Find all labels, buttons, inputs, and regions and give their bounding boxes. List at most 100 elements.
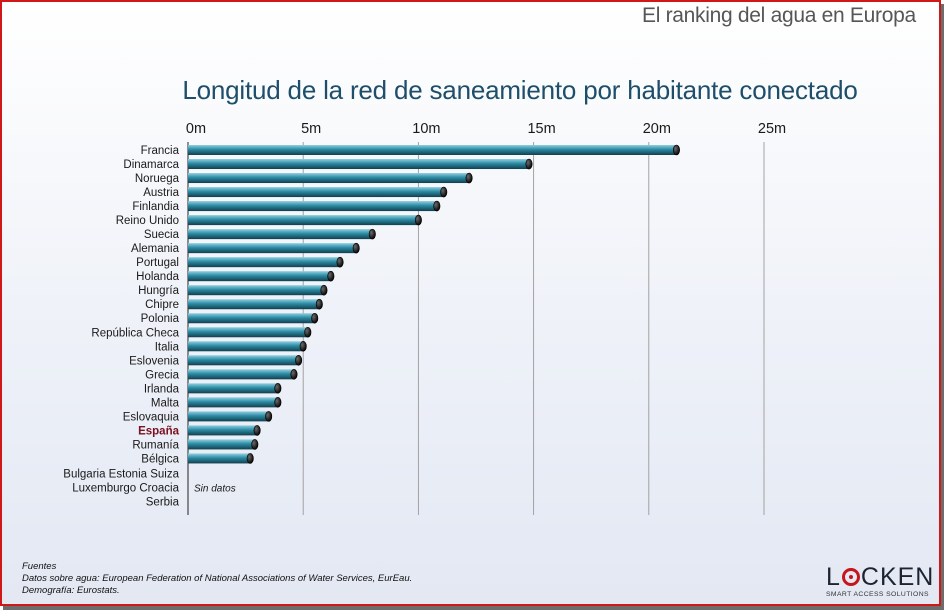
category-label: Francia — [141, 145, 180, 157]
bar-cap — [274, 397, 282, 408]
bar-cap — [295, 354, 303, 366]
bar-body — [188, 355, 299, 366]
category-label: Eslovenia — [129, 355, 179, 367]
bar — [188, 326, 312, 338]
bar-body — [188, 201, 437, 212]
bar-cap — [265, 411, 273, 422]
bar — [188, 383, 282, 394]
bar-body — [188, 411, 269, 422]
category-label: Alemania — [131, 243, 180, 255]
sources-heading: Fuentes — [22, 561, 57, 572]
banner-title: El ranking del agua en Europa — [642, 4, 916, 27]
x-axis-ticks: 0m 5m 10m 15m 20m 25m — [186, 121, 786, 137]
logo-tagline: SMART ACCESS SOLUTIONS — [826, 591, 929, 598]
sources-demography: Demografía: Eurostats. — [22, 585, 120, 596]
x-tick-label: 10m — [412, 121, 440, 137]
bar-cap — [246, 453, 254, 464]
bar-body — [188, 397, 278, 408]
bar — [188, 214, 422, 226]
bar — [188, 172, 473, 184]
bar-cap — [414, 214, 422, 226]
x-tick-label: 20m — [643, 121, 671, 137]
bar — [188, 369, 298, 380]
bar-cap — [251, 439, 259, 450]
no-data-country-label: Bulgaria Estonia Suiza — [63, 468, 179, 480]
bar-body — [188, 271, 331, 282]
bar-body — [188, 299, 320, 310]
category-label: República Checa — [91, 327, 179, 339]
bar-cap — [299, 340, 307, 352]
bar-cap — [465, 172, 473, 184]
logo-letters-cken: CKEN — [860, 563, 935, 591]
category-labels: Francia Dinamarca Noruega Austria Finlandia R… — [91, 145, 179, 465]
bar-body — [188, 313, 315, 324]
x-tick-label: 5m — [301, 121, 321, 137]
x-tick-label: 0m — [186, 121, 206, 137]
bar-cap — [274, 383, 282, 394]
sources-water: Datos sobre agua: European Federation of… — [22, 573, 413, 584]
bar-body — [188, 159, 529, 170]
category-label: Malta — [151, 397, 180, 409]
no-data-country-label: Luxemburgo Croacia — [72, 482, 179, 494]
no-data-note: Sin datos — [194, 483, 236, 494]
bar-cap — [315, 298, 323, 310]
category-label: Noruega — [135, 173, 180, 185]
bar — [188, 312, 319, 324]
bar-cap — [311, 312, 319, 324]
bar — [188, 397, 282, 408]
bar-body — [188, 369, 294, 380]
no-data-group: Bulgaria Estonia Suiza Luxemburgo Croacia… — [63, 468, 235, 508]
bar-body — [188, 173, 470, 184]
bar-cap — [320, 284, 328, 296]
bar — [188, 200, 441, 212]
bar-body — [188, 215, 419, 226]
bar-body — [188, 453, 251, 464]
category-label: Chipre — [145, 299, 179, 311]
category-label: Grecia — [145, 369, 179, 381]
bar — [188, 411, 273, 422]
bar-body — [188, 439, 255, 450]
bar-cap — [368, 228, 376, 240]
bar-body — [188, 383, 278, 394]
category-label: Italia — [155, 341, 180, 353]
category-label: Hungría — [138, 285, 180, 297]
x-tick-label: 25m — [758, 121, 786, 137]
bar-cap — [327, 270, 335, 282]
bar — [188, 439, 259, 450]
bar — [188, 158, 533, 170]
bar — [188, 186, 448, 198]
bar-body — [188, 243, 357, 254]
category-label: Suecia — [144, 229, 180, 241]
category-label: Portugal — [136, 257, 179, 269]
bar — [188, 242, 360, 254]
bar-cap — [433, 200, 441, 212]
category-label: Holanda — [136, 271, 179, 283]
bar-body — [188, 285, 324, 296]
bar-body — [188, 257, 341, 268]
no-data-country-label: Serbia — [146, 496, 180, 508]
bar — [188, 270, 335, 282]
bar — [188, 340, 307, 352]
bar-cap — [440, 186, 448, 198]
bar — [188, 354, 303, 366]
bar-cap — [304, 326, 312, 338]
sources-note: Fuentes Datos sobre agua: European Feder… — [22, 561, 412, 597]
bars — [188, 144, 680, 464]
bar-cap — [290, 369, 298, 380]
bar — [188, 144, 680, 156]
bar — [188, 298, 323, 310]
locken-logo: L CKEN SMART ACCESS SOLUTIONS — [826, 563, 936, 599]
bar-body — [188, 187, 444, 198]
bar — [188, 284, 328, 296]
category-label: España — [138, 425, 180, 437]
category-label: Bélgica — [141, 453, 179, 465]
bar — [188, 453, 254, 464]
category-label: Austria — [143, 187, 179, 199]
x-tick-label: 15m — [527, 121, 555, 137]
category-label: Polonia — [141, 313, 180, 325]
logo-wordmark: L CKEN — [826, 563, 936, 591]
category-label: Reino Unido — [116, 215, 179, 227]
bar-body — [188, 327, 308, 338]
bar — [188, 228, 376, 240]
category-label: Eslovaquia — [123, 411, 180, 423]
